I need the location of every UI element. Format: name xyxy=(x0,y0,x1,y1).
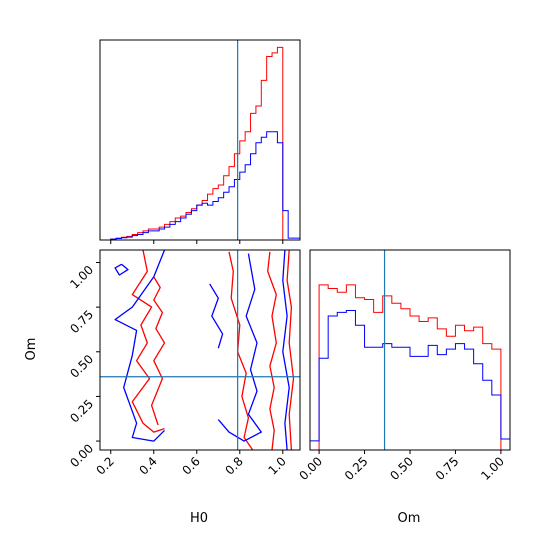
om-histogram-series-blue xyxy=(309,310,511,450)
h0-tick-label: 1.0 xyxy=(266,454,289,477)
om-histogram-tick-label: 0.25 xyxy=(342,454,371,483)
om-histogram-tick-label: 0.50 xyxy=(387,454,416,483)
om-histogram-tick-label: 1.00 xyxy=(478,454,507,483)
h0-histogram-series-red xyxy=(100,46,300,241)
contour-blue-3 xyxy=(217,253,262,442)
om-tick-label: 0.75 xyxy=(67,307,96,336)
h0-tick-label: 0.6 xyxy=(179,454,202,477)
contour-red-3 xyxy=(267,251,277,450)
x-axis-label-om: Om xyxy=(398,511,421,526)
om-histogram-tick-label: 0.00 xyxy=(296,454,325,483)
contour-lines xyxy=(114,250,295,450)
contour-blue-4 xyxy=(282,250,290,450)
om-tick-label: 0.50 xyxy=(67,352,96,381)
h0-tick-label: 0.8 xyxy=(223,454,246,477)
h0-histogram-series-blue xyxy=(100,131,301,241)
om-tick-label: 0.25 xyxy=(67,397,96,426)
h0-histogram-frame xyxy=(99,39,301,241)
h0-tick-label: 0.2 xyxy=(93,454,116,477)
om-histogram-panel xyxy=(309,250,511,451)
contour-red-4 xyxy=(286,250,295,450)
contour-blue-1 xyxy=(114,250,166,442)
contour-blue-2 xyxy=(209,283,224,349)
x-axis-label-h0: H0 xyxy=(190,511,208,526)
y-axis-label-om: Om xyxy=(24,338,39,361)
h0-histogram-panel xyxy=(100,40,301,241)
h0-om-contour-panel xyxy=(100,250,300,450)
contour-blue-0 xyxy=(114,263,129,276)
contour-red-1 xyxy=(150,276,166,426)
om-histogram-tick-label: 0.75 xyxy=(433,454,462,483)
om-tick-label: 1.00 xyxy=(67,263,96,292)
contour-red-2 xyxy=(228,251,254,450)
om-tick-label: 0.00 xyxy=(67,441,96,470)
contour-red-0 xyxy=(131,250,165,433)
om-histogram-series-red xyxy=(310,284,510,451)
contour-frame xyxy=(99,249,301,451)
h0-tick-label: 0.4 xyxy=(136,454,159,477)
